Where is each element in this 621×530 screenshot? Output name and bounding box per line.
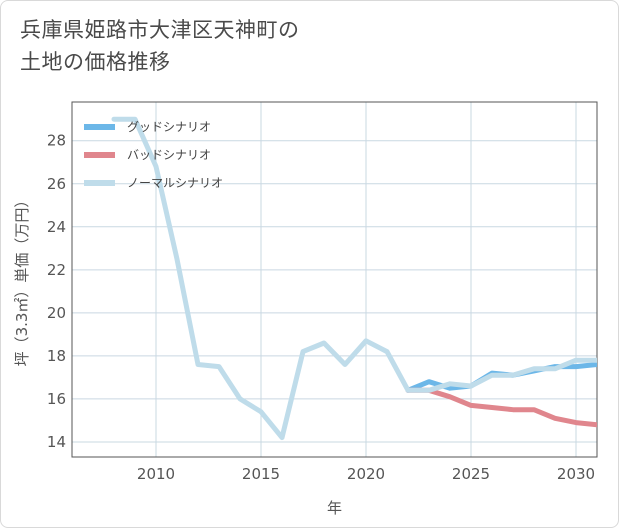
y-tick-label: 14 [47, 433, 66, 451]
y-tick-label: 16 [47, 390, 66, 408]
y-tick-label: 22 [47, 261, 66, 279]
y-tick-label: 18 [47, 347, 66, 365]
grid [72, 102, 597, 457]
x-tick-label: 2020 [347, 465, 385, 483]
chart-title: 兵庫県姫路市大津区天神町の 土地の価格推移 [20, 14, 300, 78]
title-line-2: 土地の価格推移 [20, 50, 171, 74]
tick-labels: 2010 2015 2020 2025 2030 14 16 18 20 22 24 26 28 [47, 132, 595, 483]
y-tick-label: 26 [47, 175, 66, 193]
x-tick-label: 2010 [137, 465, 175, 483]
legend-label: グッドシナリオ [127, 120, 211, 134]
legend-label: バッドシナリオ [127, 148, 211, 162]
y-tick-label: 24 [47, 218, 66, 236]
y-axis-label: 坪（3.3㎡）単価（万円） [13, 193, 31, 367]
x-axis-label: 年 [327, 499, 342, 517]
title-line-1: 兵庫県姫路市大津区天神町の [20, 18, 300, 42]
series-line-normal [111, 116, 597, 441]
x-tick-label: 2025 [452, 465, 490, 483]
plot-border [71, 101, 598, 458]
series-line-bad [405, 387, 597, 428]
y-tick-label: 28 [47, 132, 66, 150]
series-group [111, 116, 597, 441]
y-tick-label: 20 [47, 304, 66, 322]
legend-label: ノーマルシナリオ [127, 176, 223, 190]
x-tick-label: 2030 [557, 465, 595, 483]
x-tick-label: 2015 [242, 465, 280, 483]
